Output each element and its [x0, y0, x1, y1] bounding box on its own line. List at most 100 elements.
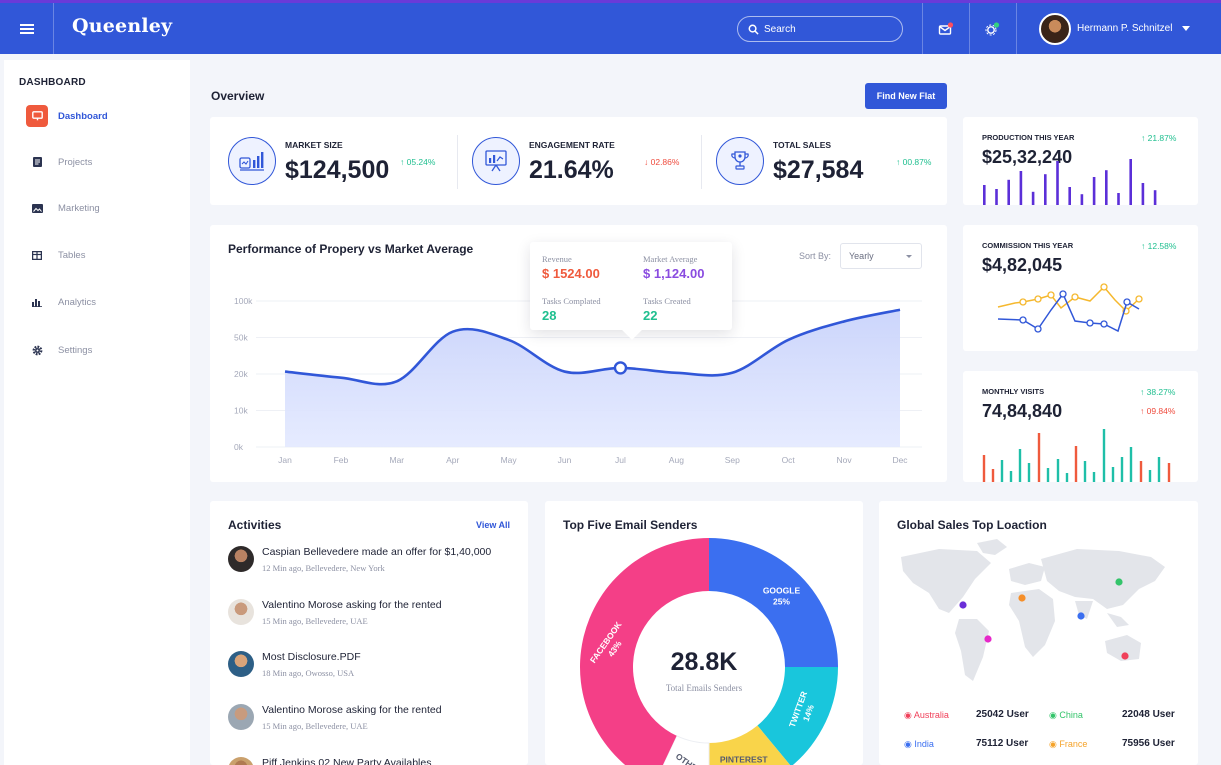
image-icon — [26, 197, 48, 219]
location-australia: ◉ Australia — [904, 710, 949, 720]
table-icon — [26, 244, 48, 266]
sort-select[interactable]: Yearly — [840, 243, 922, 269]
global-sales-card: Global Sales Top Loaction ◉ Australia 25… — [879, 501, 1198, 765]
performance-area-chart: 100k 50k 20k 10k 0k Jan Feb Mar Apr May Jun Jul Aug S… — [234, 296, 922, 465]
location-france: ◉ France — [1049, 739, 1088, 749]
chart-tooltip: Revenue $ 1524.00 Market Average $ 1,124… — [530, 242, 732, 330]
sidebar: DASHBOARD Dashboard Projects Marketing T… — [4, 60, 190, 765]
x-tick-label: May — [501, 455, 518, 465]
visits-change-up: ↑ 38.27% — [1140, 387, 1176, 397]
sidebar-item-marketing[interactable]: Marketing — [4, 195, 190, 221]
production-bar — [1068, 187, 1071, 205]
stat-value: 21.64% — [529, 156, 614, 184]
sidebar-item-dashboard[interactable]: Dashboard — [4, 103, 190, 129]
stat-label: TOTAL SALES — [773, 140, 832, 150]
production-bar-chart — [983, 159, 1157, 205]
mail-notification-icon[interactable] — [922, 3, 969, 54]
production-bar — [1007, 179, 1010, 205]
visits-change-down: ↑ 09.84% — [1140, 406, 1176, 416]
sidebar-item-analytics[interactable]: Analytics — [4, 289, 190, 315]
sidebar-item-projects[interactable]: Projects — [4, 149, 190, 175]
production-bar — [1129, 159, 1132, 205]
tooltip-market-value: $ 1,124.00 — [643, 266, 705, 281]
x-tick-label: Aug — [669, 455, 684, 465]
menu-icon[interactable] — [0, 3, 54, 54]
donut-slice — [709, 725, 791, 765]
location-china: ◉ China — [1049, 710, 1083, 720]
y-tick-label: 50k — [234, 333, 248, 343]
activities-title: Activities — [228, 518, 282, 532]
search-icon — [748, 24, 759, 35]
stat-change: ↓ 02.86% — [644, 157, 680, 167]
visits-label: MONTHLY VISITS — [982, 387, 1045, 396]
total-sales-stat: TOTAL SALES $27,584 ↑ 00.87% — [698, 117, 947, 205]
tooltip-market-label: Market Average — [643, 254, 698, 264]
list-item[interactable]: Most Disclosure.PDF 18 Min ago, Owosso, … — [228, 651, 528, 681]
location-users: 75112 User — [976, 738, 1029, 749]
donut-slice — [580, 538, 709, 765]
sidebar-item-tables[interactable]: Tables — [4, 242, 190, 268]
tooltip-tasks-created-value: 22 — [643, 308, 658, 323]
tooltip-revenue-label: Revenue — [542, 254, 572, 264]
location-country: China — [1059, 710, 1083, 720]
production-bar — [1019, 171, 1023, 205]
donut-slice-label: GOOGLE — [763, 586, 801, 596]
avatar — [228, 757, 254, 765]
production-bar — [1117, 193, 1120, 205]
performance-card: Performance of Propery vs Market Average… — [210, 225, 947, 482]
search-input[interactable] — [764, 23, 894, 35]
tooltip-tasks-created-label: Tasks Created — [643, 296, 691, 306]
world-map — [901, 539, 1165, 681]
location-users: 25042 User — [976, 709, 1029, 720]
production-bar — [1056, 161, 1059, 205]
visits-bar-chart — [982, 429, 1171, 482]
location-country: France — [1059, 739, 1088, 749]
activity-text: Valentino Morose asking for the rented — [262, 704, 442, 716]
list-item[interactable]: Valentino Morose asking for the rented 1… — [228, 599, 528, 629]
document-icon — [26, 151, 48, 173]
find-new-flat-button[interactable]: Find New Flat — [865, 83, 947, 109]
view-all-link[interactable]: View All — [475, 520, 510, 530]
divider — [457, 135, 458, 189]
brand-logo[interactable]: Queenley — [72, 15, 173, 37]
market-size-stat: MARKET SIZE $124,500 ↑ 05.24% — [210, 117, 455, 205]
sort-select-value: Yearly — [849, 251, 874, 261]
x-tick-label: Oct — [782, 455, 796, 465]
list-item[interactable]: Piff Jenkins 02 New Party Availables — [228, 757, 528, 765]
chevron-down-icon — [1182, 26, 1191, 31]
donut-slice — [709, 538, 838, 667]
avatar — [228, 651, 254, 677]
bar-chart-icon — [26, 291, 48, 313]
sort-by-label: Sort By: — [799, 251, 832, 261]
sidebar-item-label: Marketing — [58, 202, 100, 214]
activities-card: Activities View All Caspian Bellevedere … — [210, 501, 528, 765]
trophy-icon — [716, 137, 764, 185]
divider — [701, 135, 702, 189]
list-item[interactable]: Caspian Bellevedere made an offer for $1… — [228, 546, 528, 576]
x-tick-label: Jun — [558, 455, 572, 465]
monthly-visits-card: MONTHLY VISITS 74,84,840 ↑ 38.27% ↑ 09.8… — [963, 371, 1198, 482]
user-menu[interactable]: Hermann P. Schnitzel — [1016, 3, 1221, 54]
list-item[interactable]: Valentino Morose asking for the rented 1… — [228, 704, 528, 734]
email-senders-title: Top Five Email Senders — [563, 518, 698, 532]
x-tick-label: Feb — [334, 455, 349, 465]
tooltip-revenue-value: $ 1524.00 — [542, 266, 600, 281]
settings-notification-icon[interactable] — [969, 3, 1016, 54]
sidebar-item-settings[interactable]: Settings — [4, 337, 190, 363]
stats-card: MARKET SIZE $124,500 ↑ 05.24% ENGAGEMENT… — [210, 117, 947, 205]
production-bar — [1092, 177, 1096, 205]
search-box[interactable] — [737, 16, 903, 42]
avatar — [228, 599, 254, 625]
sidebar-item-label: Analytics — [58, 296, 97, 308]
activity-meta: 15 Min ago, Bellevedere, UAE — [262, 721, 368, 731]
production-value: $25,32,240 — [982, 147, 1073, 167]
y-tick-label: 20k — [234, 369, 248, 379]
avatar — [228, 546, 254, 572]
stat-change: ↑ 00.87% — [896, 157, 932, 167]
commission-change: ↑ 12.58% — [1141, 241, 1177, 251]
donut-slice-label: PINTEREST — [720, 754, 769, 764]
highlight-point — [613, 361, 628, 375]
production-bar — [1105, 170, 1108, 205]
commission-line-chart — [997, 283, 1143, 333]
commission-label: COMMISSION THIS YEAR — [982, 241, 1074, 250]
